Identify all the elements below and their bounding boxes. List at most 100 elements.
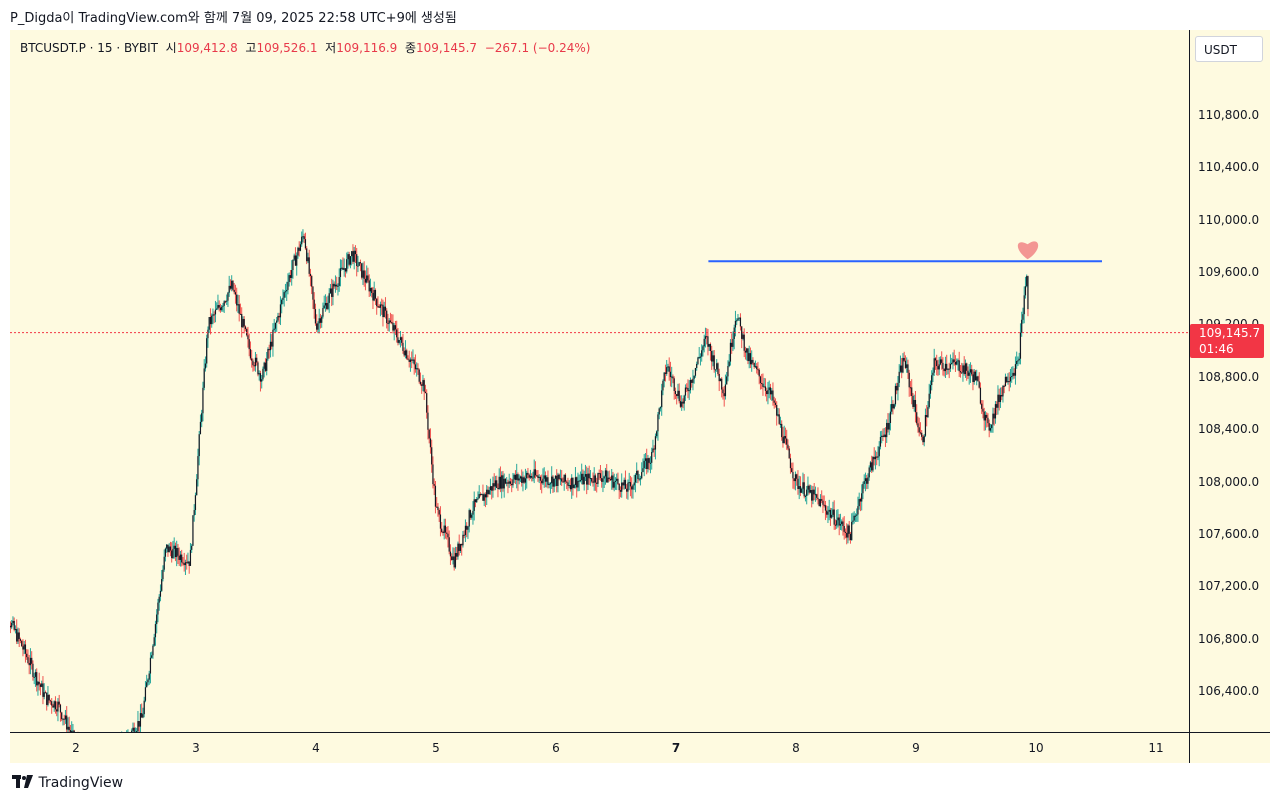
candle-body [467, 526, 469, 530]
candle-body [501, 475, 503, 489]
candle-body [353, 250, 355, 262]
candle-body [374, 289, 377, 299]
price-axis[interactable] [1190, 30, 1270, 733]
candle-body [968, 372, 970, 376]
candle-body [889, 411, 892, 423]
candle-body [778, 414, 780, 424]
candle-body [951, 362, 953, 364]
candle-body [438, 510, 440, 515]
candle-body [252, 360, 254, 366]
candle-body [117, 746, 118, 757]
time-axis[interactable] [10, 733, 1270, 763]
candle-body [869, 462, 872, 468]
price-tick-label: 108,400.0 [1198, 422, 1260, 437]
candle-body [119, 746, 120, 747]
candle-body [886, 422, 888, 438]
candle-body [969, 369, 972, 373]
candle-body [91, 751, 92, 756]
candle-body [457, 543, 459, 557]
candle-body [807, 485, 809, 490]
candle-body [109, 753, 110, 760]
candle-body [39, 684, 42, 687]
candle-body [407, 358, 409, 360]
candle-body [977, 376, 979, 382]
candle-body [289, 275, 292, 278]
candle-body [708, 344, 710, 347]
candle-body [599, 473, 602, 479]
candle-body [497, 487, 499, 489]
candle-body [598, 473, 600, 475]
candle-body [519, 476, 522, 479]
candle-body [99, 756, 100, 758]
candle-body [554, 475, 557, 479]
candle-body [569, 485, 572, 490]
candle-body [871, 462, 873, 471]
candle-body [479, 494, 482, 496]
candle-body [592, 481, 594, 483]
candle-body [138, 721, 140, 727]
candle-body [741, 326, 743, 339]
candle-body [126, 740, 127, 743]
chart-area[interactable] [10, 30, 1190, 733]
candle-body [302, 236, 304, 238]
candle-body [936, 360, 938, 367]
candle-body [984, 414, 987, 421]
currency-button[interactable]: USDT [1195, 36, 1263, 62]
candle-body [179, 554, 182, 560]
candle-body [484, 494, 487, 498]
candle-body [446, 532, 448, 534]
candle-body [1014, 364, 1017, 376]
candle-body [388, 320, 390, 324]
tradingview-logo[interactable]: TradingView [12, 775, 123, 791]
candle-body [12, 620, 14, 623]
candle-body [821, 499, 823, 501]
candle-body [576, 477, 578, 488]
candle-body [96, 746, 97, 748]
candle-body [793, 478, 795, 482]
candle-body [112, 753, 113, 755]
candle-body [121, 741, 122, 751]
candle-body [357, 265, 359, 267]
candle-body [56, 709, 58, 712]
candle-body [239, 313, 242, 315]
candle-body [736, 320, 738, 322]
candle-body [589, 478, 592, 480]
candle-body [181, 554, 183, 563]
candle-body [412, 359, 414, 361]
candle-body [944, 363, 947, 372]
candle-body [288, 275, 290, 282]
candle-body [326, 302, 328, 309]
candle-body [724, 384, 727, 397]
candle-body [963, 365, 965, 374]
candle-body [164, 548, 167, 557]
candle-body [549, 483, 552, 485]
author-line: P_Digda이 TradingView.com와 함께 7월 09, 2025… [10, 11, 457, 26]
candle-body [192, 515, 194, 546]
candle-body [962, 365, 964, 373]
candle-body [846, 532, 848, 538]
candle-body [71, 730, 73, 732]
candle-body [976, 376, 978, 381]
candle-body [444, 525, 447, 533]
candle-body [537, 475, 539, 478]
candle-body [487, 489, 489, 495]
candle-body [434, 485, 437, 507]
candle-body [677, 390, 679, 397]
candle-body [577, 481, 579, 488]
candle-body [657, 414, 659, 432]
candle-body [733, 327, 735, 339]
candle-body [503, 478, 505, 489]
candle-body [437, 506, 439, 511]
candle-body [893, 404, 895, 409]
candle-body [907, 364, 909, 373]
candle-body [888, 422, 890, 430]
candle-body [898, 371, 900, 383]
candle-body [344, 268, 347, 272]
candle-body [1011, 376, 1013, 378]
candle-body [378, 306, 380, 308]
candle-body [167, 544, 169, 553]
candle-body [602, 478, 604, 482]
candle-body [267, 349, 269, 359]
candle-body [304, 239, 307, 249]
time-tick-label: 4 [312, 741, 320, 755]
